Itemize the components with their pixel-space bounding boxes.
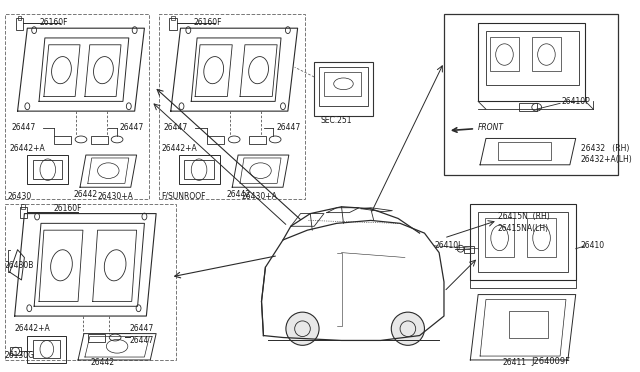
Text: 26432   (RH): 26432 (RH) [580, 144, 629, 153]
Text: F/SUNROOF: F/SUNROOF [161, 192, 205, 201]
Text: 26447: 26447 [119, 123, 143, 132]
Text: 26442+A: 26442+A [15, 324, 51, 333]
Bar [179, 155, 220, 184]
Text: 26442: 26442 [73, 190, 97, 199]
Bar [485, 218, 514, 257]
Bar [314, 62, 372, 116]
Bar [159, 13, 305, 199]
Text: 26160F: 26160F [193, 18, 221, 27]
Bar [470, 204, 576, 280]
Text: J264009F: J264009F [532, 357, 571, 366]
Text: 26430B: 26430B [5, 261, 35, 270]
Text: 26415NA(LH): 26415NA(LH) [498, 224, 548, 233]
Text: 26430+A: 26430+A [242, 192, 278, 201]
Bar [19, 207, 28, 218]
Bar [15, 19, 24, 30]
Bar [490, 37, 519, 71]
Bar [478, 212, 568, 272]
Text: 26442: 26442 [91, 358, 115, 368]
Bar [17, 16, 22, 20]
Bar [532, 37, 561, 71]
Text: 26410J: 26410J [434, 241, 461, 250]
Bar [10, 347, 22, 355]
Text: 26442+A: 26442+A [10, 144, 45, 153]
Text: 26411: 26411 [502, 358, 527, 368]
Text: 26442+A: 26442+A [161, 144, 196, 153]
Text: 26430+A: 26430+A [97, 192, 134, 201]
Bar [319, 67, 368, 106]
Bar [28, 155, 68, 184]
Text: 26130G: 26130G [5, 350, 35, 360]
Bar [498, 142, 551, 160]
Text: 26447: 26447 [130, 324, 154, 333]
Text: 26410: 26410 [580, 241, 605, 250]
Bar [486, 31, 579, 85]
Bar [478, 23, 586, 102]
Text: 26430: 26430 [8, 192, 32, 201]
Bar [88, 334, 106, 342]
Bar [33, 160, 63, 179]
Bar [5, 204, 175, 360]
Bar [171, 16, 175, 20]
Text: 26447: 26447 [164, 123, 188, 132]
Bar [470, 280, 576, 288]
Text: SEC.251: SEC.251 [320, 116, 351, 125]
Text: 26415N  (RH): 26415N (RH) [498, 212, 549, 221]
Text: 26442: 26442 [227, 190, 250, 199]
Text: FRONT: FRONT [478, 123, 504, 132]
Bar [22, 204, 26, 209]
Bar [465, 246, 474, 253]
Bar [519, 103, 537, 111]
Bar [249, 135, 266, 144]
Text: 26447: 26447 [130, 336, 154, 345]
Bar [444, 13, 618, 174]
Text: 26160F: 26160F [39, 18, 68, 27]
Bar [169, 19, 177, 30]
Bar [207, 135, 225, 144]
Circle shape [286, 312, 319, 345]
Bar [54, 135, 71, 144]
Text: 26160F: 26160F [54, 204, 82, 213]
Bar [527, 218, 556, 257]
Bar [184, 160, 214, 179]
Bar [5, 13, 149, 199]
Bar [33, 340, 61, 358]
Text: 26447: 26447 [12, 123, 36, 132]
Circle shape [391, 312, 424, 345]
Bar [28, 336, 67, 363]
Text: 26432+A(LH): 26432+A(LH) [580, 155, 632, 164]
Bar [509, 311, 548, 339]
Bar [91, 135, 108, 144]
Text: 26410P: 26410P [561, 97, 590, 106]
Bar [324, 72, 361, 96]
Text: 26447: 26447 [276, 123, 300, 132]
